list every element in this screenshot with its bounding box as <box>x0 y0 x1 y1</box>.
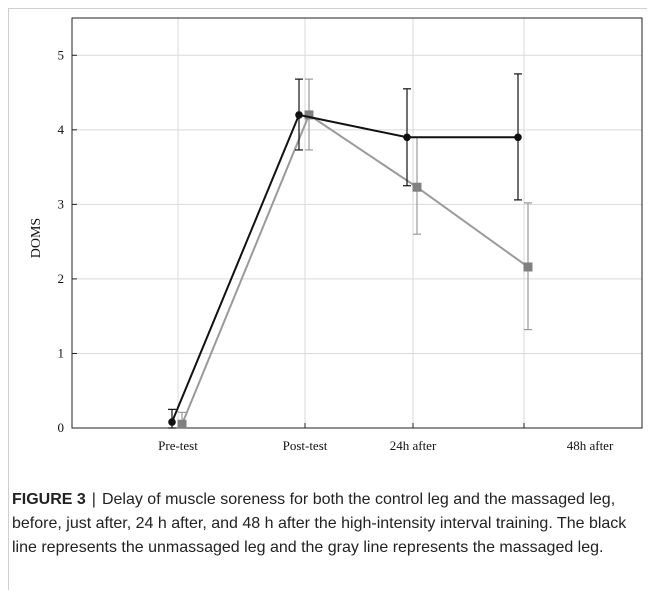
data-point <box>177 419 187 429</box>
caption-separator: | <box>91 491 96 508</box>
y-tick-label: 1 <box>58 345 65 360</box>
caption-text: Delay of muscle soreness for both the co… <box>12 491 627 556</box>
y-tick-label: 5 <box>58 47 65 62</box>
x-tick-label: 48h after <box>567 438 614 453</box>
chart: DOMS 0 1 2 3 4 5 Pre-test Post-test 24h after 48h… <box>29 17 643 453</box>
data-point <box>523 262 533 272</box>
y-tick-label: 3 <box>58 196 65 211</box>
x-tick-label: Post-test <box>283 438 328 453</box>
data-point <box>168 418 176 426</box>
data-point <box>295 111 303 119</box>
series-line <box>181 113 529 425</box>
y-tick-label: 2 <box>58 271 65 286</box>
y-tick-label: 4 <box>58 122 65 137</box>
x-tick-label: 24h after <box>390 438 437 453</box>
figure-label: FIGURE 3 <box>12 491 86 508</box>
x-tick-label: Pre-test <box>158 438 198 453</box>
figure-frame <box>8 8 647 590</box>
y-tick-label: 0 <box>58 420 65 435</box>
figure-caption: FIGURE 3 | Delay of muscle soreness for bo… <box>12 488 637 560</box>
data-point <box>304 110 314 120</box>
data-point <box>412 182 422 192</box>
series-line <box>171 113 518 423</box>
data-point <box>514 133 522 142</box>
y-axis-title: DOMS <box>29 218 44 258</box>
data-point <box>403 133 411 142</box>
plot-area-border <box>71 17 643 429</box>
